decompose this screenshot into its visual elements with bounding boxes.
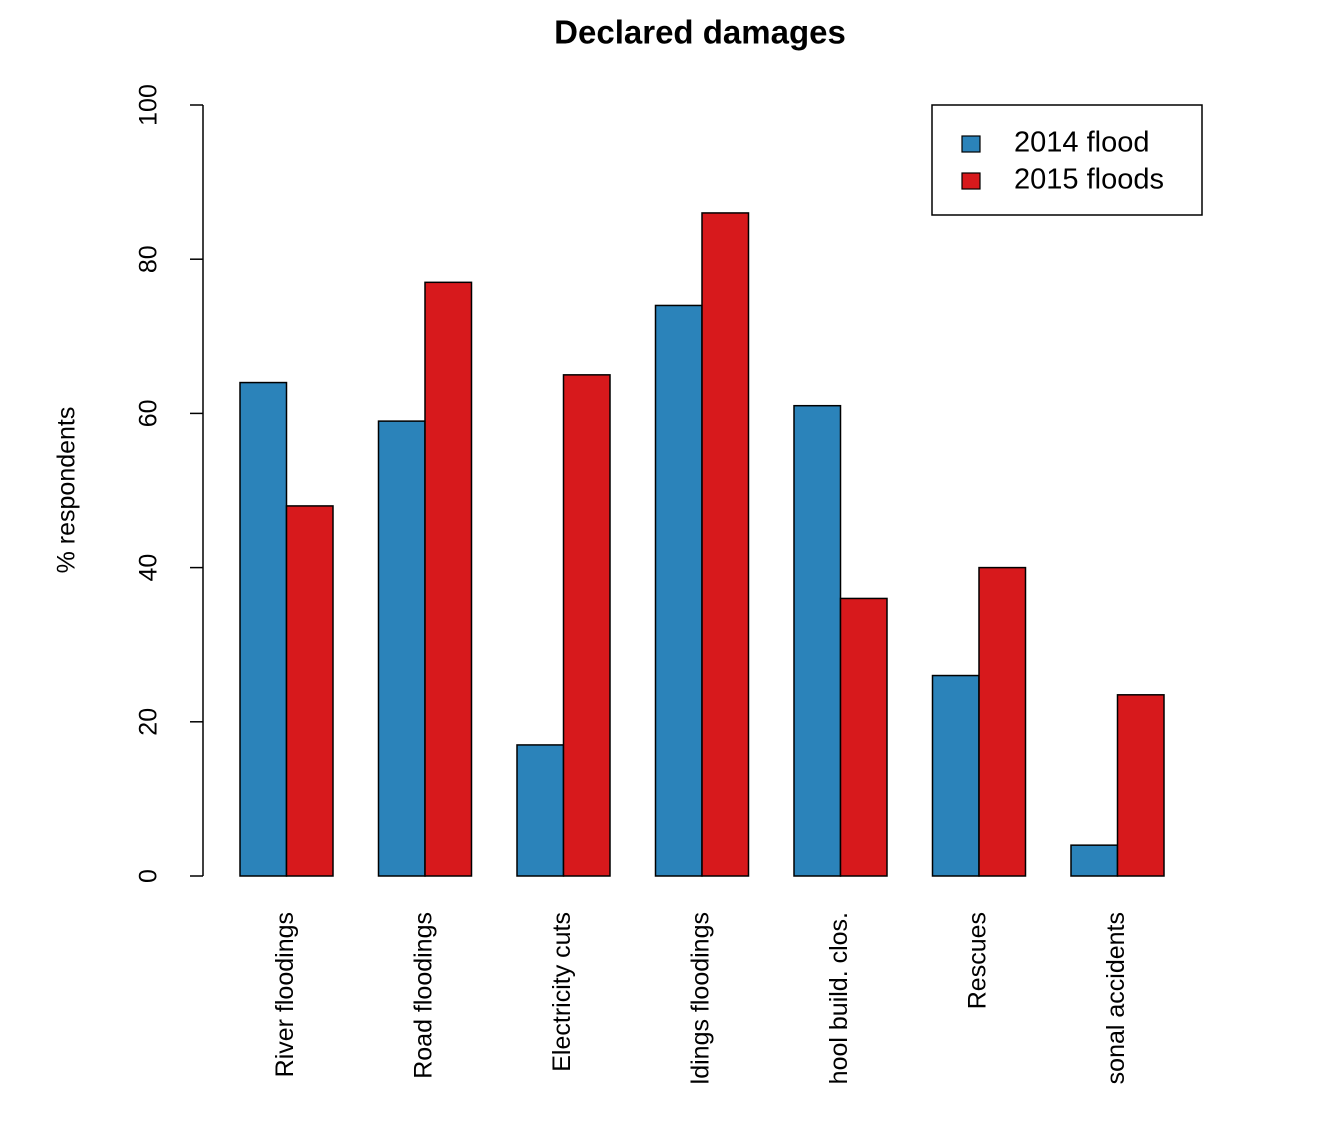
legend-label: 2014 flood bbox=[1014, 127, 1149, 159]
y-tick-label: 0 bbox=[135, 869, 163, 883]
y-tick-label: 100 bbox=[135, 84, 163, 126]
bar bbox=[377, 420, 426, 877]
bar bbox=[239, 381, 288, 877]
y-tick-label: 40 bbox=[135, 554, 163, 582]
x-tick-label: Road floodings bbox=[410, 912, 438, 1079]
x-tick-label: Electricity cuts bbox=[548, 912, 576, 1072]
legend-swatch bbox=[961, 172, 981, 190]
bar bbox=[931, 674, 980, 877]
legend-label: 2015 floods bbox=[1014, 164, 1164, 196]
bar bbox=[1116, 694, 1165, 877]
bar bbox=[285, 505, 334, 877]
y-tick-label: 60 bbox=[135, 399, 163, 427]
y-axis-label: % respondents bbox=[53, 407, 81, 574]
x-tick-label: sonal accidents bbox=[1102, 912, 1130, 1084]
bar bbox=[701, 212, 750, 877]
legend-box bbox=[931, 104, 1203, 216]
bar bbox=[516, 744, 565, 877]
bar bbox=[562, 374, 611, 877]
chart-title: Declared damages bbox=[554, 14, 846, 51]
bar bbox=[1070, 844, 1119, 877]
bar bbox=[839, 597, 888, 877]
x-tick-label: hool build. clos. bbox=[825, 912, 853, 1084]
bar bbox=[978, 566, 1027, 877]
bar bbox=[424, 281, 473, 877]
y-tick-label: 80 bbox=[135, 245, 163, 273]
bar bbox=[654, 304, 703, 877]
bar bbox=[793, 404, 842, 877]
y-tick-label: 20 bbox=[135, 708, 163, 736]
legend-swatch bbox=[961, 135, 981, 153]
x-tick-label: Rescues bbox=[964, 912, 992, 1009]
x-tick-label: River floodings bbox=[271, 912, 299, 1077]
x-tick-label: ldings floodings bbox=[687, 912, 715, 1084]
